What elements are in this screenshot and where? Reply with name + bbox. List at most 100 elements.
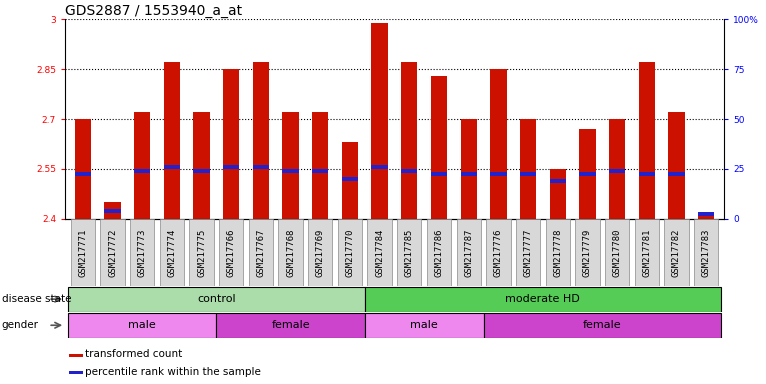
Bar <box>134 113 150 219</box>
Bar <box>401 169 417 173</box>
Text: GSM217773: GSM217773 <box>138 228 147 276</box>
Text: GSM217787: GSM217787 <box>464 228 473 276</box>
FancyBboxPatch shape <box>100 219 125 286</box>
Bar <box>520 172 536 176</box>
Text: GSM217779: GSM217779 <box>583 228 592 276</box>
Text: female: female <box>583 320 621 330</box>
Text: GSM217774: GSM217774 <box>168 228 176 276</box>
FancyBboxPatch shape <box>160 219 184 286</box>
FancyBboxPatch shape <box>575 219 600 286</box>
Bar <box>490 172 506 176</box>
Text: GDS2887 / 1553940_a_at: GDS2887 / 1553940_a_at <box>65 4 242 18</box>
FancyBboxPatch shape <box>545 219 570 286</box>
Text: female: female <box>271 320 310 330</box>
Text: GSM217780: GSM217780 <box>613 228 621 276</box>
Bar <box>194 113 210 219</box>
FancyBboxPatch shape <box>68 313 217 338</box>
FancyBboxPatch shape <box>634 219 659 286</box>
Bar <box>104 202 121 219</box>
Text: GSM217781: GSM217781 <box>642 228 651 276</box>
Text: GSM217767: GSM217767 <box>257 228 266 276</box>
FancyBboxPatch shape <box>694 219 719 286</box>
Bar <box>430 76 447 219</box>
FancyBboxPatch shape <box>365 286 721 312</box>
FancyBboxPatch shape <box>308 219 332 286</box>
Bar <box>164 165 180 169</box>
Bar <box>520 119 536 219</box>
Bar <box>609 119 625 219</box>
Text: percentile rank within the sample: percentile rank within the sample <box>85 367 261 377</box>
Text: GSM217771: GSM217771 <box>78 228 87 276</box>
Text: GSM217769: GSM217769 <box>316 228 325 276</box>
Text: GSM217777: GSM217777 <box>523 228 532 276</box>
Text: moderate HD: moderate HD <box>506 294 580 304</box>
Text: GSM217772: GSM217772 <box>108 228 117 276</box>
Bar <box>579 129 595 219</box>
Bar <box>668 172 685 176</box>
FancyBboxPatch shape <box>279 219 303 286</box>
Bar <box>401 63 417 219</box>
Text: control: control <box>197 294 236 304</box>
Bar <box>75 119 91 219</box>
Bar <box>490 69 506 219</box>
Text: GSM217786: GSM217786 <box>434 228 444 276</box>
Bar <box>223 165 240 169</box>
FancyBboxPatch shape <box>189 219 214 286</box>
Text: GSM217770: GSM217770 <box>345 228 355 276</box>
Bar <box>75 172 91 176</box>
Bar <box>609 169 625 173</box>
FancyBboxPatch shape <box>338 219 362 286</box>
Text: GSM217766: GSM217766 <box>227 228 236 276</box>
Text: GSM217778: GSM217778 <box>553 228 562 276</box>
Bar <box>223 69 240 219</box>
FancyBboxPatch shape <box>219 219 244 286</box>
FancyBboxPatch shape <box>70 219 95 286</box>
FancyBboxPatch shape <box>427 219 451 286</box>
Bar <box>283 169 299 173</box>
FancyBboxPatch shape <box>217 313 365 338</box>
FancyBboxPatch shape <box>457 219 481 286</box>
Text: GSM217775: GSM217775 <box>197 228 206 276</box>
Bar <box>104 209 121 213</box>
Bar <box>312 169 329 173</box>
Bar <box>164 63 180 219</box>
Bar <box>194 169 210 173</box>
Text: male: male <box>129 320 156 330</box>
Text: male: male <box>411 320 438 330</box>
Text: gender: gender <box>2 320 38 330</box>
Bar <box>372 23 388 219</box>
Text: GSM217768: GSM217768 <box>286 228 295 276</box>
FancyBboxPatch shape <box>368 219 392 286</box>
Bar <box>253 165 269 169</box>
Bar <box>549 179 566 183</box>
Bar <box>698 212 714 216</box>
Bar <box>134 169 150 173</box>
Bar <box>312 113 329 219</box>
Text: GSM217785: GSM217785 <box>404 228 414 276</box>
FancyBboxPatch shape <box>130 219 155 286</box>
Bar <box>460 172 476 176</box>
Text: disease state: disease state <box>2 294 71 304</box>
Text: GSM217783: GSM217783 <box>702 228 711 276</box>
Bar <box>698 212 714 219</box>
Text: GSM217782: GSM217782 <box>672 228 681 276</box>
Bar <box>372 165 388 169</box>
Bar <box>342 142 358 219</box>
Bar <box>253 63 269 219</box>
Bar <box>460 119 476 219</box>
Bar <box>430 172 447 176</box>
Bar <box>69 371 83 374</box>
Bar <box>342 177 358 181</box>
Bar <box>579 172 595 176</box>
FancyBboxPatch shape <box>605 219 629 286</box>
Text: GSM217776: GSM217776 <box>494 228 502 276</box>
Bar <box>549 169 566 219</box>
FancyBboxPatch shape <box>486 219 510 286</box>
Text: transformed count: transformed count <box>85 349 182 359</box>
FancyBboxPatch shape <box>68 286 365 312</box>
FancyBboxPatch shape <box>365 313 483 338</box>
FancyBboxPatch shape <box>516 219 540 286</box>
Bar <box>283 113 299 219</box>
FancyBboxPatch shape <box>664 219 689 286</box>
Text: GSM217784: GSM217784 <box>375 228 385 276</box>
